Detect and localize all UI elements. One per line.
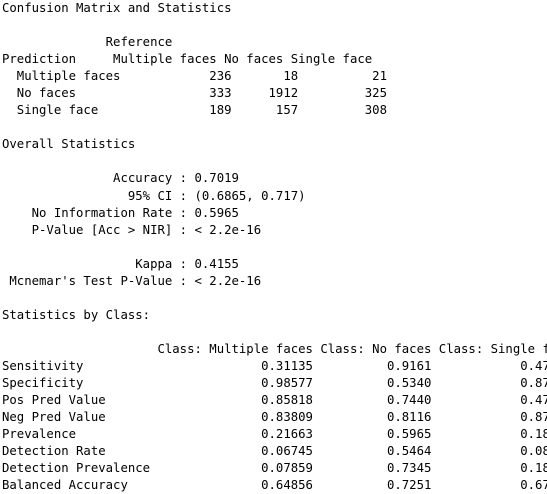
no-information-rate-line: No Information Rate : 0.5965 — [2, 205, 239, 220]
blank-line — [2, 17, 547, 34]
prevalence-row: Prevalence 0.21663 0.5965 0.18691 — [2, 427, 547, 442]
blank-line — [2, 239, 547, 256]
detection-prevalence-row: Detection Prevalence 0.07859 0.7345 0.18… — [2, 461, 547, 476]
pos-pred-value-row: Pos Pred Value 0.85818 0.7440 0.47095 — [2, 393, 547, 408]
kappa-line: Kappa : 0.4155 — [2, 256, 239, 271]
matrix-row-no-faces: No faces 333 1912 325 — [2, 86, 387, 101]
confidence-interval-line: 95% CI : (0.6865, 0.717) — [2, 188, 306, 203]
detection-rate-row: Detection Rate 0.06745 0.5464 0.08803 — [2, 444, 547, 459]
blank-line — [2, 153, 547, 170]
mcnemar-line: Mcnemar's Test P-Value : < 2.2e-16 — [2, 273, 262, 288]
balanced-accuracy-row: Balanced Accuracy 0.64856 0.7251 0.67467 — [2, 478, 547, 493]
statistics-by-class-heading: Statistics by Class: — [2, 307, 151, 322]
output-title: Confusion Matrix and Statistics — [2, 1, 232, 15]
matrix-column-header: Prediction Multiple faces No faces Singl… — [2, 52, 373, 67]
matrix-row-multiple-faces: Multiple faces 236 18 21 — [2, 69, 387, 84]
class-column-header: Class: Multiple faces Class: No faces Cl… — [2, 341, 547, 356]
blank-line — [2, 119, 547, 136]
blank-line — [2, 290, 547, 307]
overall-statistics-heading: Overall Statistics — [2, 137, 136, 152]
matrix-row-single-face: Single face 189 157 308 — [2, 103, 387, 118]
specificity-row: Specificity 0.98577 0.5340 0.87838 — [2, 376, 547, 391]
blank-line — [2, 324, 547, 341]
sensitivity-row: Sensitivity 0.31135 0.9161 0.47095 — [2, 358, 547, 373]
matrix-reference-header: Reference — [2, 35, 173, 50]
accuracy-line: Accuracy : 0.7019 — [2, 171, 239, 186]
neg-pred-value-row: Neg Pred Value 0.83809 0.8116 0.87838 — [2, 410, 547, 425]
p-value-line: P-Value [Acc > NIR] : < 2.2e-16 — [2, 222, 262, 237]
